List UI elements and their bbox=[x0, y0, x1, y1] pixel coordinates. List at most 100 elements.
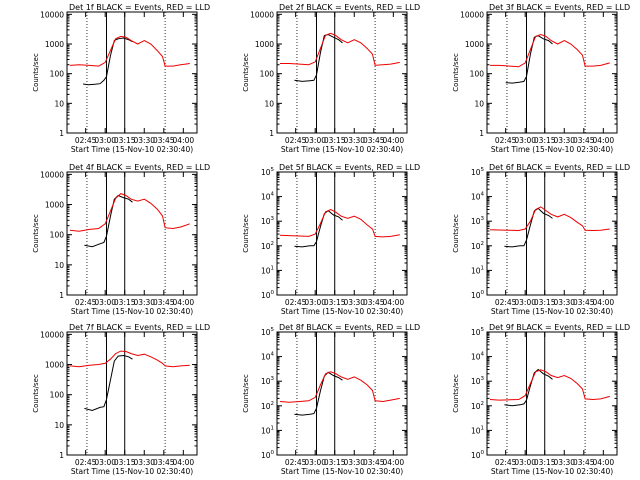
x-tick-label: 03:00 bbox=[94, 458, 116, 467]
x-tick-label: 03:45 bbox=[573, 458, 595, 467]
x-tick-label: 03:00 bbox=[304, 298, 326, 307]
x-tick-label: 03:15 bbox=[534, 458, 556, 467]
y-tick-label: 104 bbox=[471, 352, 485, 362]
series-lld-line bbox=[280, 32, 400, 66]
x-tick-label: 03:30 bbox=[553, 298, 575, 307]
y-tick-label: 1 bbox=[479, 129, 484, 138]
series-events-line bbox=[84, 354, 133, 412]
x-tick-label: 03:30 bbox=[133, 136, 155, 145]
plot-frame bbox=[486, 11, 618, 134]
y-tick-label: 103 bbox=[261, 376, 275, 386]
x-tick-label: 03:00 bbox=[514, 136, 536, 145]
x-tick-label: 03:45 bbox=[363, 136, 385, 145]
x-tick-label: 04:00 bbox=[383, 136, 405, 145]
x-tick-label: 04:00 bbox=[593, 136, 615, 145]
x-tick-label: 03:45 bbox=[153, 458, 175, 467]
x-tick-label: 04:00 bbox=[593, 458, 615, 467]
series-events-line bbox=[294, 371, 343, 416]
x-tick-label: 02:45 bbox=[495, 136, 517, 145]
series-events-line bbox=[505, 35, 553, 84]
series-lld-line bbox=[69, 193, 190, 232]
panel-5: 100 101 102 103 104 105 02:4503:0003:1503:3003… bbox=[242, 163, 420, 316]
x-tick-label: 03:15 bbox=[534, 298, 556, 307]
panel-9: 100 101 102 103 104 105 02:4503:0003:1503:3003… bbox=[452, 323, 630, 476]
x-tick-label: 03:45 bbox=[363, 458, 385, 467]
y-tick-label: 100 bbox=[471, 450, 485, 460]
x-tick-label: 03:15 bbox=[324, 298, 346, 307]
x-tick-label: 04:00 bbox=[383, 298, 405, 307]
panel-2: 1 10 100 1000 10000 02:4503:0003:1503:3003:45… bbox=[242, 3, 420, 154]
y-axis-label: Counts/sec bbox=[242, 53, 250, 92]
x-tick-label: 02:45 bbox=[75, 298, 97, 307]
y-tick-label: 105 bbox=[471, 167, 485, 177]
panel-title: Det 4f BLACK = Events, RED = LLD bbox=[69, 163, 210, 172]
x-tick-label: 03:00 bbox=[514, 298, 536, 307]
y-tick-label: 10 bbox=[54, 99, 64, 108]
y-tick-label: 100 bbox=[261, 450, 275, 460]
panel-4: 1 10 100 1000 10000 02:4503:0003:1503:3003:45… bbox=[32, 163, 210, 316]
series-lld-line bbox=[489, 369, 610, 401]
y-tick-label: 104 bbox=[261, 352, 275, 362]
y-tick-label: 10000 bbox=[40, 330, 64, 339]
y-tick-label: 1000 bbox=[465, 40, 484, 49]
x-tick-label: 02:45 bbox=[75, 458, 97, 467]
y-tick-label: 101 bbox=[471, 425, 484, 435]
panel-title: Det 8f BLACK = Events, RED = LLD bbox=[279, 323, 420, 332]
y-tick-label: 101 bbox=[471, 265, 484, 275]
x-tick-label: 04:00 bbox=[173, 298, 195, 307]
y-tick-label: 1 bbox=[269, 129, 274, 138]
y-tick-label: 103 bbox=[471, 216, 485, 226]
y-tick-label: 104 bbox=[261, 192, 275, 202]
y-tick-label: 10 bbox=[264, 99, 274, 108]
x-tick-label: 04:00 bbox=[173, 136, 195, 145]
y-axis-label: Counts/sec bbox=[32, 53, 40, 92]
y-tick-label: 1000 bbox=[45, 361, 64, 370]
series-lld-line bbox=[279, 371, 400, 403]
y-axis-label: Counts/sec bbox=[452, 374, 460, 413]
plot-frame bbox=[66, 11, 198, 134]
x-tick-label: 02:45 bbox=[285, 458, 307, 467]
y-axis-label: Counts/sec bbox=[452, 214, 460, 253]
x-tick-label: 03:30 bbox=[553, 136, 575, 145]
x-tick-label: 03:15 bbox=[324, 458, 346, 467]
x-axis-label: Start Time (15-Nov-10 02:30:40) bbox=[491, 307, 613, 316]
y-tick-label: 1000 bbox=[255, 40, 274, 49]
y-tick-label: 102 bbox=[471, 241, 484, 251]
y-tick-label: 10000 bbox=[40, 10, 64, 19]
y-axis-label: Counts/sec bbox=[242, 214, 250, 253]
x-tick-label: 03:30 bbox=[343, 136, 365, 145]
series-events-line bbox=[83, 37, 133, 86]
x-axis-label: Start Time (15-Nov-10 02:30:40) bbox=[491, 145, 613, 154]
x-tick-label: 03:30 bbox=[343, 298, 365, 307]
panel-title: Det 1f BLACK = Events, RED = LLD bbox=[69, 3, 210, 12]
series-events-line bbox=[504, 368, 553, 407]
x-tick-label: 03:30 bbox=[343, 458, 365, 467]
y-axis-label: Counts/sec bbox=[242, 374, 250, 413]
y-tick-label: 10 bbox=[54, 421, 64, 430]
y-tick-label: 105 bbox=[261, 327, 275, 337]
x-axis-label: Start Time (15-Nov-10 02:30:40) bbox=[71, 145, 193, 154]
x-tick-label: 03:15 bbox=[114, 298, 136, 307]
panel-title: Det 5f BLACK = Events, RED = LLD bbox=[279, 163, 420, 172]
y-tick-label: 100 bbox=[50, 231, 65, 240]
y-tick-label: 105 bbox=[261, 167, 275, 177]
x-axis-label: Start Time (15-Nov-10 02:30:40) bbox=[281, 467, 403, 476]
x-axis-label: Start Time (15-Nov-10 02:30:40) bbox=[491, 467, 613, 476]
series-lld-line bbox=[69, 350, 190, 368]
x-tick-label: 03:45 bbox=[153, 298, 175, 307]
x-tick-label: 04:00 bbox=[593, 298, 615, 307]
x-tick-label: 03:15 bbox=[114, 136, 136, 145]
x-tick-label: 02:45 bbox=[495, 458, 517, 467]
y-tick-label: 100 bbox=[260, 70, 275, 79]
panel-title: Det 6f BLACK = Events, RED = LLD bbox=[489, 163, 630, 172]
panel-6: 100 101 102 103 104 105 02:4503:0003:1503:3003… bbox=[452, 163, 630, 316]
x-tick-label: 03:45 bbox=[363, 298, 385, 307]
y-tick-label: 101 bbox=[261, 425, 274, 435]
x-axis-label: Start Time (15-Nov-10 02:30:40) bbox=[71, 307, 193, 316]
y-tick-label: 101 bbox=[261, 265, 274, 275]
x-tick-label: 03:45 bbox=[573, 298, 595, 307]
x-tick-label: 03:15 bbox=[534, 136, 556, 145]
x-tick-label: 03:45 bbox=[573, 136, 595, 145]
plot-frame bbox=[66, 331, 198, 456]
